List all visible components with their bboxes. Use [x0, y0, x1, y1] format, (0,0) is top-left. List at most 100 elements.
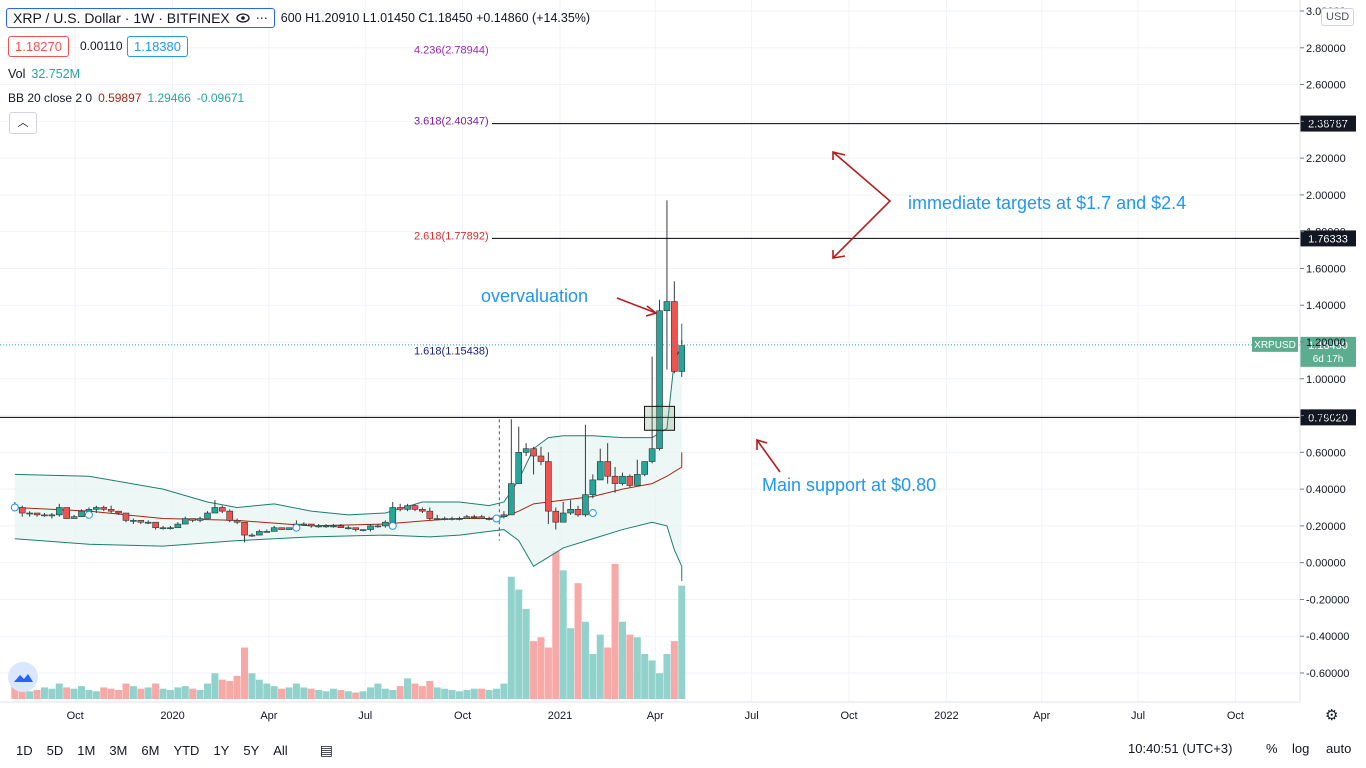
candle-body: [70, 516, 78, 519]
bid-price[interactable]: 1.18270: [8, 36, 69, 57]
candle-body: [352, 527, 360, 530]
currency-button[interactable]: USD: [1321, 8, 1355, 26]
volume-bar: [233, 675, 241, 699]
x-tick-label: 2021: [548, 710, 572, 722]
volume-bar: [441, 688, 449, 699]
candle-body: [189, 518, 196, 521]
ask-price[interactable]: 1.18380: [127, 36, 188, 57]
volume-bar: [463, 689, 471, 699]
target-arrows: [832, 151, 892, 259]
candle-body: [441, 518, 448, 520]
volume-bar: [263, 683, 271, 699]
fib-level-label: 4.236(2.78944): [414, 45, 489, 57]
event-marker: [388, 521, 397, 530]
price-label-bg: [1300, 230, 1356, 247]
y-tick-label: 2.40000: [1306, 116, 1346, 128]
x-tick-label: Oct: [840, 710, 857, 722]
volume-bar: [115, 689, 123, 699]
volume-bar: [315, 689, 323, 699]
candle-body: [396, 507, 404, 510]
volume-bar: [40, 687, 48, 699]
candle-body: [626, 475, 634, 486]
range-1d[interactable]: 1D: [16, 743, 33, 758]
event-marker: [292, 523, 301, 532]
overvaluation-arrowhead: [645, 305, 658, 317]
range-1y[interactable]: 1Y: [213, 743, 230, 758]
candle-body: [604, 461, 611, 477]
volume-bar: [211, 673, 219, 699]
overvaluation-arrow: [616, 297, 657, 314]
candle-body: [322, 525, 330, 528]
candle-body: [382, 521, 389, 527]
countdown-label: 6d 17h: [1313, 354, 1344, 365]
candle-body: [500, 514, 508, 517]
log-toggle[interactable]: log: [1292, 741, 1310, 756]
candle-body: [411, 505, 419, 510]
volume-bar: [426, 680, 434, 699]
x-tick-label: Jul: [1131, 710, 1145, 722]
volume-bar: [18, 688, 26, 699]
candle-body: [337, 525, 345, 529]
candle-body: [433, 518, 441, 520]
candle-body: [137, 520, 145, 523]
volume-bar: [574, 583, 582, 699]
candle-body: [596, 461, 604, 481]
volume-bar: [78, 686, 86, 699]
chart-canvas[interactable]: 2.38787 1.76333 0.79020 XRPUSD 1.18450 6d 17h…: [0, 0, 1366, 733]
symbol-title: XRP / U.S. Dollar · 1W · BITFINEX: [13, 10, 230, 26]
candle-body: [248, 534, 256, 537]
auto-toggle[interactable]: auto: [1326, 741, 1352, 756]
gear-icon[interactable]: ⚙: [1325, 707, 1339, 724]
candle-body: [485, 518, 493, 520]
eye-icon[interactable]: [236, 13, 250, 23]
symbol-box[interactable]: XRP / U.S. Dollar · 1W · BITFINEX ⋯: [6, 8, 275, 28]
volume-bar: [544, 647, 552, 699]
volume-bar: [189, 688, 197, 699]
more-icon[interactable]: ⋯: [255, 11, 268, 25]
range-5d[interactable]: 5D: [46, 743, 64, 758]
collapse-legend-button[interactable]: ︿: [9, 112, 37, 134]
current-price-bg: [1300, 336, 1356, 367]
volume-bar: [100, 687, 108, 699]
volume-bar: [241, 647, 249, 699]
candle-body: [330, 525, 337, 528]
volume-bar: [26, 691, 34, 699]
x-tick-label: Oct: [67, 710, 84, 722]
volume-bar: [129, 686, 137, 699]
range-6m[interactable]: 6M: [141, 743, 160, 758]
volume-bar: [455, 691, 463, 699]
x-tick-label: Oct: [454, 710, 471, 722]
volume-bar: [678, 585, 686, 699]
volume-bar: [285, 687, 293, 699]
candle-body: [508, 483, 515, 516]
price-label: 2.38787: [1308, 119, 1348, 131]
candle-body: [196, 518, 204, 521]
event-marker: [492, 514, 501, 523]
volume-bar: [278, 688, 286, 699]
candle-body: [589, 479, 597, 495]
percent-toggle[interactable]: %: [1266, 741, 1278, 756]
bb-fill: [14, 323, 682, 582]
range-5y[interactable]: 5Y: [243, 743, 260, 758]
range-all[interactable]: All: [273, 743, 288, 758]
x-tick-label: Apr: [647, 710, 664, 722]
candle-body: [478, 516, 485, 519]
volume-bar: [322, 691, 330, 699]
candle-body: [537, 455, 545, 462]
volume-bar: [418, 686, 426, 699]
range-1m[interactable]: 1M: [77, 743, 96, 758]
volume-bar: [633, 637, 641, 699]
x-tick-label: Jul: [358, 710, 372, 722]
candle-body: [656, 310, 663, 449]
price-label-bg: [1300, 409, 1356, 426]
event-marker: [84, 510, 93, 519]
candle-body: [270, 527, 278, 532]
candle-body: [448, 518, 456, 520]
volume-bar: [203, 683, 211, 699]
clock[interactable]: 10:40:51 (UTC+3): [1128, 741, 1233, 756]
volume-value: 32.752M: [31, 67, 81, 81]
range-ytd[interactable]: YTD: [173, 743, 200, 758]
candle-body: [181, 518, 189, 525]
date-range-icon[interactable]: ▤: [319, 742, 333, 758]
range-3m[interactable]: 3M: [109, 743, 128, 758]
